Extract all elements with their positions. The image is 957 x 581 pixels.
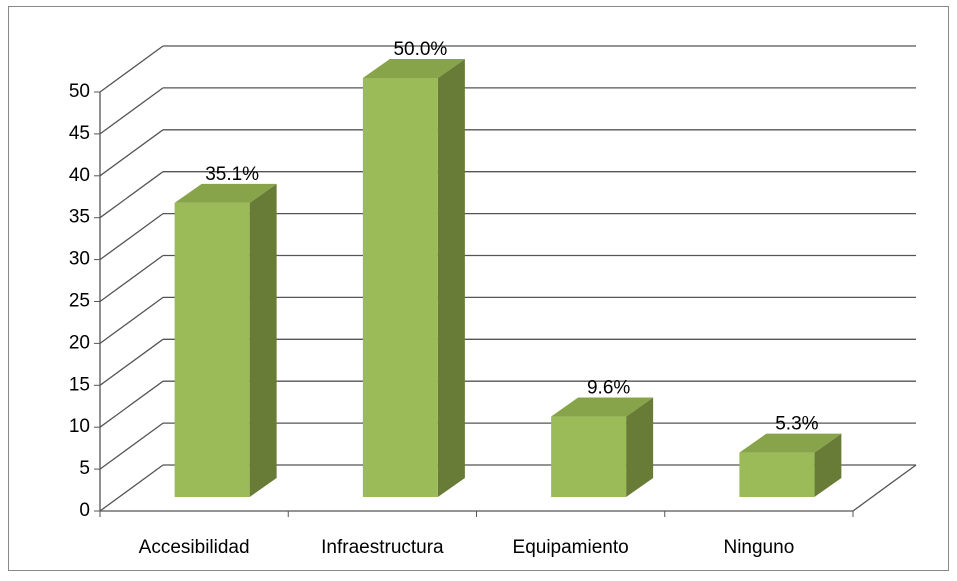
x-tick-label: Accesibilidad (139, 537, 250, 558)
y-tick-label: 25 (69, 291, 90, 312)
bar-side (814, 433, 842, 497)
value-label: 50.0% (393, 39, 447, 60)
value-label: 5.3% (775, 414, 818, 435)
y-tick-label: 5 (79, 458, 90, 479)
bar (174, 183, 277, 497)
grid-line-side (99, 296, 164, 344)
bar-front (174, 202, 250, 497)
bar-top (362, 59, 465, 78)
value-label: 9.6% (587, 378, 630, 399)
y-tick-label: 10 (69, 416, 90, 437)
y-tick-label: 45 (69, 123, 90, 144)
bar (739, 433, 842, 497)
floor-edge (852, 464, 917, 512)
y-tick-label: 15 (69, 374, 90, 395)
bar-side (626, 397, 654, 497)
bar-front (551, 416, 627, 497)
y-tick-label: 0 (79, 500, 90, 521)
bar-front (739, 452, 815, 497)
bar-front (362, 78, 438, 497)
grid-line-side (99, 254, 164, 303)
bar (551, 397, 654, 497)
y-tick-label: 50 (69, 81, 90, 102)
x-tick-label: Ninguno (723, 537, 794, 558)
y-tick-label: 20 (69, 332, 90, 353)
grid-line-side (99, 171, 164, 219)
grid-line-side (99, 213, 164, 261)
y-tick-label: 35 (69, 207, 90, 228)
bar-top (739, 433, 842, 453)
grid-line-side (99, 87, 164, 135)
y-tick-label: 30 (69, 249, 90, 270)
bar (362, 59, 465, 497)
bar-top (174, 183, 277, 203)
grid-line-side (99, 338, 164, 386)
grid-line-side (99, 45, 164, 93)
x-tick-label: Equipamiento (513, 537, 629, 558)
grid-line-side (99, 129, 164, 177)
grid-line-side (99, 464, 164, 512)
grid-line-side (99, 422, 164, 470)
bar-top (551, 397, 654, 417)
y-tick-label: 40 (69, 165, 90, 186)
bar-side (249, 183, 277, 497)
bar-side (437, 59, 465, 497)
value-label: 35.1% (205, 164, 259, 185)
x-tick-label: Infraestructura (321, 537, 444, 558)
grid-line-side (99, 380, 164, 428)
